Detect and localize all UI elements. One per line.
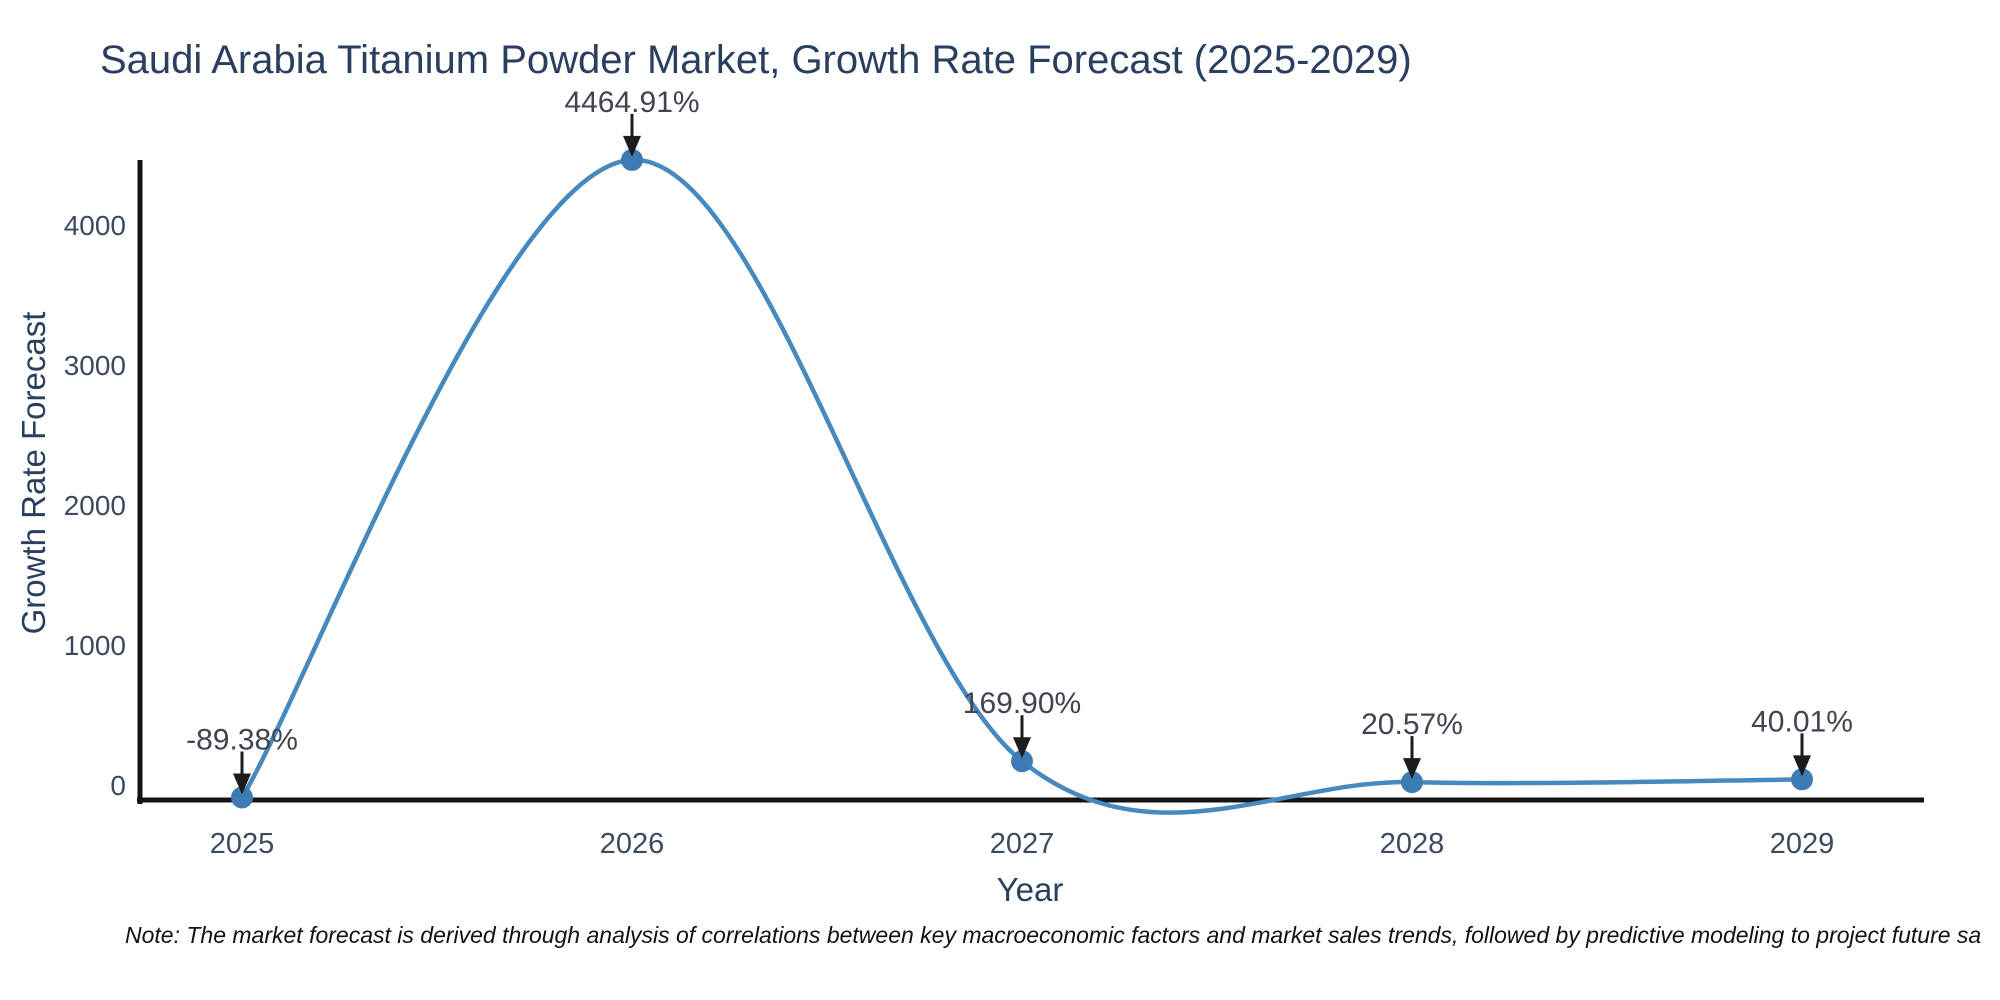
annotation-arrow-head (1013, 737, 1031, 759)
y-tick-label: 0 (110, 770, 126, 801)
x-tick-label: 2025 (210, 828, 275, 860)
y-tick-label: 4000 (64, 210, 126, 241)
footnote: Note: The market forecast is derived thr… (125, 922, 1982, 948)
data-point-2028[interactable] (1401, 771, 1423, 794)
point-annotation-label: 40.01% (1751, 705, 1853, 738)
y-tick-label: 3000 (64, 350, 126, 381)
chart-title: Saudi Arabia Titanium Powder Market, Gro… (100, 38, 1412, 82)
annotation-arrow-head (233, 773, 251, 795)
point-annotation-label: 4464.91% (564, 86, 699, 119)
annotation-arrow-head (1403, 758, 1421, 780)
forecast-line (239, 157, 1805, 815)
point-annotation-label: -89.38% (186, 724, 298, 757)
data-point-2027[interactable] (1011, 750, 1033, 773)
y-tick-label: 2000 (64, 490, 126, 521)
point-annotation-label: 169.90% (963, 687, 1081, 720)
x-axis-title: Year (996, 871, 1064, 908)
x-tick-label: 2026 (600, 828, 665, 860)
data-point-2025[interactable] (231, 786, 253, 809)
point-annotation-label: 20.57% (1361, 708, 1463, 741)
data-point-2026[interactable] (621, 148, 643, 171)
x-tick-label: 2028 (1380, 828, 1445, 860)
y-tick-label: 1000 (64, 630, 126, 661)
x-tick-label: 2027 (990, 828, 1055, 860)
annotation-arrow-head (623, 135, 641, 157)
annotation-arrow-head (1793, 755, 1811, 777)
x-tick-label: 2029 (1770, 828, 1835, 860)
data-point-2029[interactable] (1791, 768, 1813, 791)
